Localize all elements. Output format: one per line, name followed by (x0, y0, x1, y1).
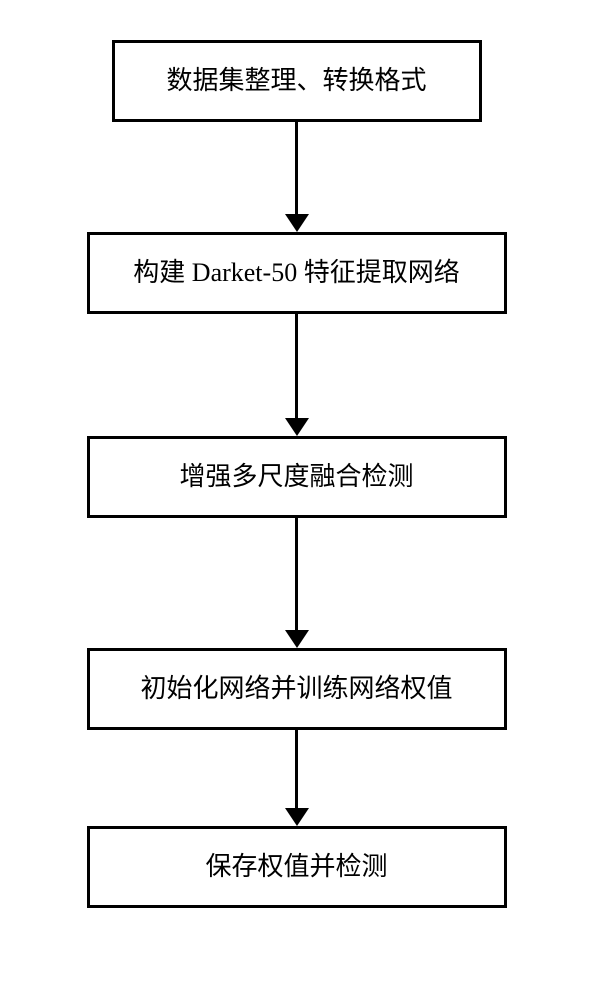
flow-node-label: 保存权值并检测 (205, 849, 387, 885)
arrow-head-icon (285, 630, 309, 648)
arrow-head-icon (285, 808, 309, 826)
arrow-shaft (295, 122, 298, 214)
flow-arrow (285, 122, 309, 232)
arrow-shaft (295, 730, 298, 808)
flow-node-label: 初始化网络并训练网络权值 (140, 671, 452, 707)
flow-node: 增强多尺度融合检测 (87, 436, 507, 518)
flow-arrow (285, 314, 309, 436)
flow-arrow (285, 518, 309, 648)
flow-node-label: 构建 Darket-50 特征提取网络 (133, 255, 459, 291)
arrow-shaft (295, 518, 298, 630)
arrow-shaft (295, 314, 298, 418)
flow-arrow (285, 730, 309, 826)
flow-node-label: 增强多尺度融合检测 (179, 459, 413, 495)
flow-node: 数据集整理、转换格式 (112, 40, 482, 122)
flow-node: 构建 Darket-50 特征提取网络 (87, 232, 507, 314)
flowchart: 数据集整理、转换格式构建 Darket-50 特征提取网络增强多尺度融合检测初始… (0, 0, 593, 908)
arrow-head-icon (285, 214, 309, 232)
flow-node: 初始化网络并训练网络权值 (87, 648, 507, 730)
arrow-head-icon (285, 418, 309, 436)
flow-node: 保存权值并检测 (87, 826, 507, 908)
flow-node-label: 数据集整理、转换格式 (166, 63, 426, 99)
